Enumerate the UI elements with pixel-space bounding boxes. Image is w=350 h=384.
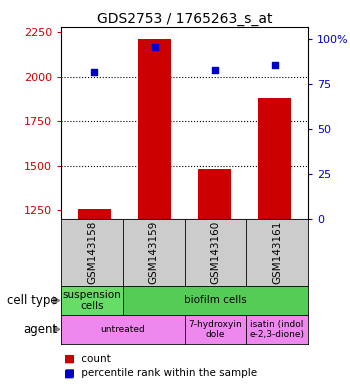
Text: ■: ■ (64, 354, 75, 364)
Text: suspension
cells: suspension cells (63, 290, 121, 311)
Point (92, 69, 97, 75)
Bar (138, 39, 171, 219)
Text: GSM143161: GSM143161 (272, 221, 282, 284)
Point (272, 61, 278, 68)
Bar (258, 98, 292, 219)
Title: GDS2753 / 1765263_s_at: GDS2753 / 1765263_s_at (97, 12, 272, 26)
Text: cell type: cell type (7, 294, 58, 307)
Text: GSM143158: GSM143158 (87, 221, 97, 284)
Text: biofilm cells: biofilm cells (184, 295, 247, 306)
Text: agent: agent (23, 323, 58, 336)
Text: GSM143159: GSM143159 (149, 221, 159, 284)
Text: 7-hydroxyin
dole: 7-hydroxyin dole (189, 319, 242, 339)
Point (212, 67, 217, 73)
Text: GSM143160: GSM143160 (210, 221, 220, 284)
Bar (198, 169, 231, 219)
Text: untreated: untreated (100, 325, 145, 334)
Text: ■  percentile rank within the sample: ■ percentile rank within the sample (65, 368, 257, 379)
Text: ■: ■ (64, 368, 75, 379)
Bar (78, 209, 111, 219)
Text: ■  count: ■ count (65, 354, 111, 364)
Polygon shape (53, 297, 60, 304)
Point (152, 43, 158, 50)
Text: isatin (indol
e-2,3-dione): isatin (indol e-2,3-dione) (250, 319, 304, 339)
Polygon shape (53, 326, 60, 333)
